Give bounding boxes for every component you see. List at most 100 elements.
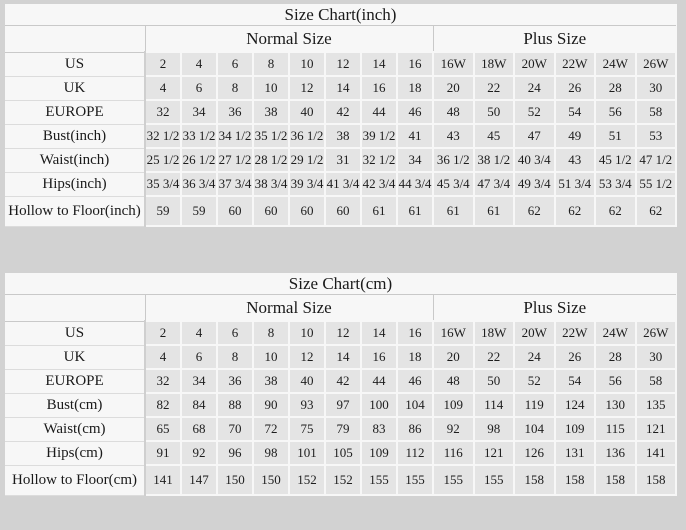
row-label: Hips(inch): [5, 172, 146, 197]
size-cell: 109: [553, 416, 596, 442]
row-label: Hollow to Floor(cm): [5, 465, 146, 496]
size-cell: 59: [180, 195, 218, 227]
size-cell: 12: [324, 51, 362, 77]
size-cell: 155: [472, 464, 515, 496]
size-cell: 42: [324, 99, 362, 125]
table-row: Hollow to Floor(inch) 59 59 60 60 60 60 61 61 61 6…: [5, 195, 677, 227]
size-cell: 14: [360, 51, 398, 77]
size-cell: 114: [472, 392, 515, 418]
size-cell: 96: [216, 440, 254, 466]
size-cell: 61: [360, 195, 398, 227]
size-cell: 90: [252, 392, 290, 418]
size-cell: 14: [324, 344, 362, 370]
size-cell: 6: [216, 51, 254, 77]
size-cell: 68: [180, 416, 218, 442]
size-cell: 28 1/2: [252, 147, 290, 173]
table-head: Size Chart(cm) Normal Size Plus Size: [5, 273, 676, 322]
size-cell: 29 1/2: [288, 147, 326, 173]
size-cell: 115: [594, 416, 637, 442]
size-cell: 16W: [432, 320, 475, 346]
size-cell: 98: [252, 440, 290, 466]
table-title: Size Chart(inch): [5, 4, 676, 26]
size-cell: 53 3/4: [594, 171, 637, 197]
group-header-row: Normal Size Plus Size: [5, 294, 676, 322]
size-cell: 10: [252, 75, 290, 101]
size-cell: 116: [432, 440, 475, 466]
size-cell: 36: [216, 99, 254, 125]
size-cell: 18: [396, 344, 434, 370]
row-label: Waist(inch): [5, 148, 146, 173]
size-chart-cm: Size Chart(cm) Normal Size Plus Size US 2…: [5, 273, 677, 496]
size-cell: 12: [288, 344, 326, 370]
size-cell: 6: [216, 320, 254, 346]
size-cell: 79: [324, 416, 362, 442]
size-cell: 16: [396, 51, 434, 77]
size-cell: 34: [180, 368, 218, 394]
size-cell: 26W: [634, 320, 677, 346]
size-cell: 92: [432, 416, 475, 442]
size-chart-inch: Size Chart(inch) Normal Size Plus Size U…: [5, 4, 677, 227]
size-cell: 22: [472, 75, 515, 101]
row-label: EUROPE: [5, 369, 146, 394]
size-cell: 18W: [472, 51, 515, 77]
size-cell: 61: [472, 195, 515, 227]
size-cell: 33 1/2: [180, 123, 218, 149]
size-cell: 47: [513, 123, 556, 149]
size-cell: 119: [513, 392, 556, 418]
size-cell: 12: [288, 75, 326, 101]
size-cell: 126: [513, 440, 556, 466]
size-cell: 25 1/2: [144, 147, 182, 173]
size-cell: 105: [324, 440, 362, 466]
table-row: UK 4 6 8 10 12 14 16 18 20 22 24 26 28 30: [5, 75, 677, 101]
size-cell: 36 3/4: [180, 171, 218, 197]
size-cell: 44: [360, 99, 398, 125]
size-cell: 14: [360, 320, 398, 346]
size-cell: 39 3/4: [288, 171, 326, 197]
size-chart-cm-table: Size Chart(cm) Normal Size Plus Size US 2…: [5, 273, 677, 496]
size-cell: 70: [216, 416, 254, 442]
size-cell: 158: [553, 464, 596, 496]
size-cell: 16: [396, 320, 434, 346]
size-cell: 45 1/2: [594, 147, 637, 173]
size-cell: 18W: [472, 320, 515, 346]
table-row: US 2 4 6 8 10 12 14 16 16W 18W 20W 22W 24W 26W: [5, 320, 677, 346]
table-row: US 2 4 6 8 10 12 14 16 16W 18W 20W 22W 24W 26W: [5, 51, 677, 77]
size-cell: 34 1/2: [216, 123, 254, 149]
size-cell: 22: [472, 344, 515, 370]
size-cell: 155: [360, 464, 398, 496]
size-cell: 12: [324, 320, 362, 346]
table-row: Hollow to Floor(cm) 141 147 150 150 152 152 155…: [5, 464, 677, 496]
corner-cell: [5, 25, 145, 53]
size-cell: 8: [252, 320, 290, 346]
size-cell: 75: [288, 416, 326, 442]
size-cell: 104: [513, 416, 556, 442]
size-cell: 45 3/4: [432, 171, 475, 197]
size-cell: 112: [396, 440, 434, 466]
table-body: US 2 4 6 8 10 12 14 16 16W 18W 20W 22W 24W 26W UK 4 6 8 10 1…: [5, 320, 677, 496]
size-cell: 10: [288, 320, 326, 346]
corner-cell: [5, 294, 145, 322]
size-cell: 158: [594, 464, 637, 496]
size-cell: 46: [396, 368, 434, 394]
size-cell: 60: [252, 195, 290, 227]
size-cell: 147: [180, 464, 218, 496]
group-header-normal-size: Normal Size: [144, 25, 433, 53]
size-cell: 26W: [634, 51, 677, 77]
size-cell: 8: [216, 75, 254, 101]
size-cell: 26: [553, 344, 596, 370]
size-cell: 38: [252, 368, 290, 394]
size-cell: 60: [216, 195, 254, 227]
size-cell: 124: [553, 392, 596, 418]
size-cell: 16W: [432, 51, 475, 77]
size-cell: 24: [513, 344, 556, 370]
size-cell: 38: [324, 123, 362, 149]
size-cell: 4: [180, 51, 218, 77]
size-cell: 32: [144, 99, 182, 125]
size-cell: 52: [513, 368, 556, 394]
size-cell: 152: [288, 464, 326, 496]
row-label: Waist(cm): [5, 417, 146, 442]
size-cell: 28: [594, 344, 637, 370]
table-title: Size Chart(cm): [5, 273, 676, 295]
size-cell: 54: [553, 99, 596, 125]
